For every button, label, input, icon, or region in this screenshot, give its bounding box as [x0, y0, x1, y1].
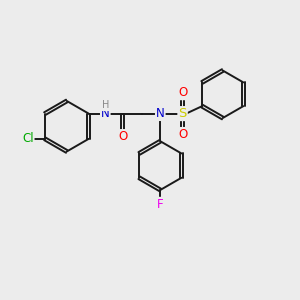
Text: H: H	[102, 100, 109, 110]
Text: O: O	[118, 130, 127, 143]
Text: F: F	[157, 198, 164, 211]
Text: S: S	[178, 107, 187, 120]
Text: N: N	[156, 107, 165, 120]
Text: O: O	[178, 128, 187, 141]
Text: Cl: Cl	[22, 132, 34, 146]
Text: O: O	[178, 86, 187, 99]
Text: N: N	[101, 107, 110, 120]
